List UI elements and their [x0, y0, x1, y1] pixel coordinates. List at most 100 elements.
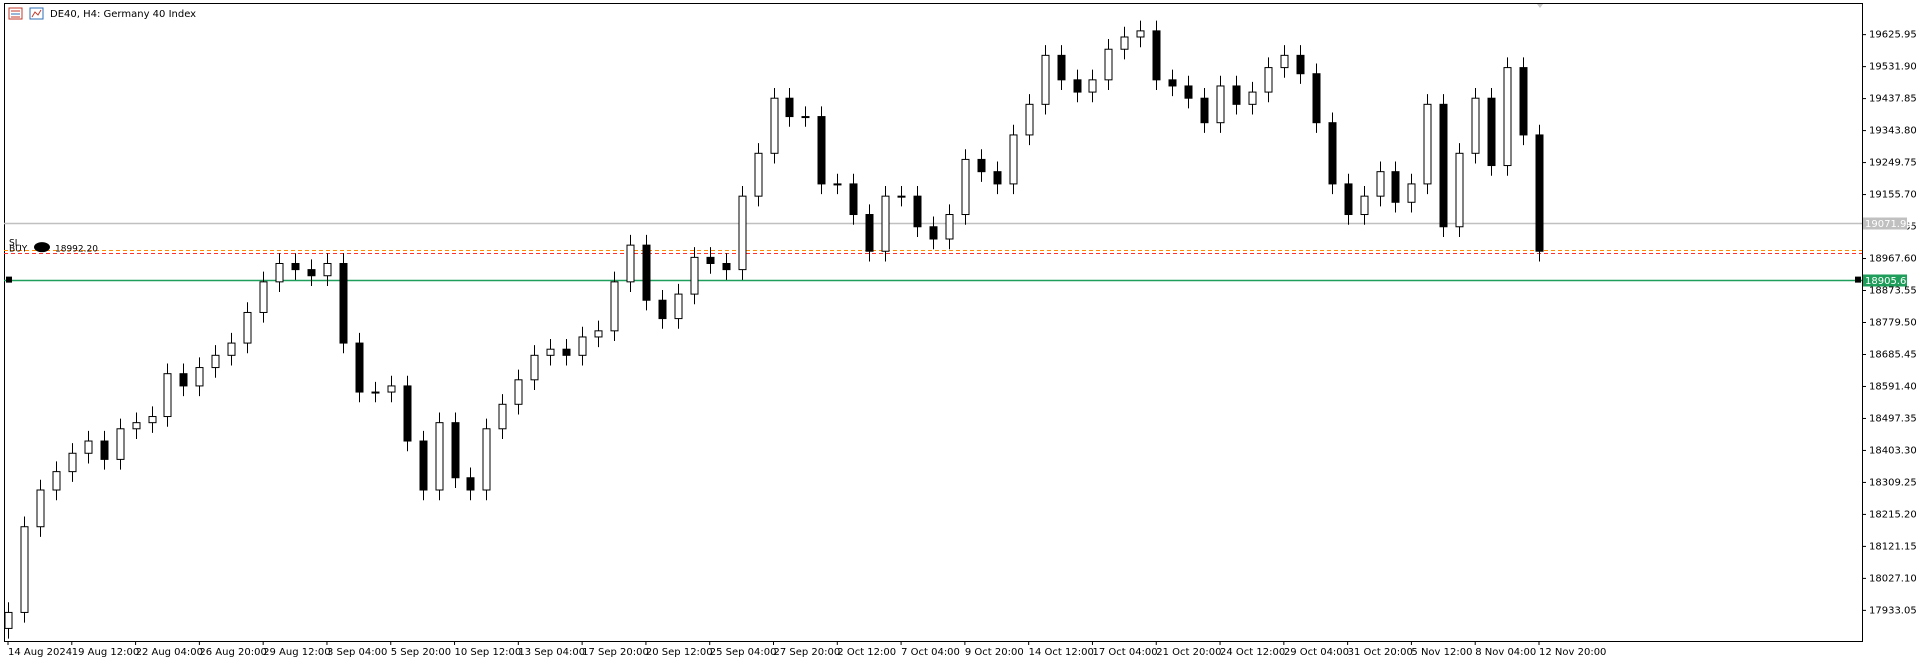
candle-body [403, 385, 412, 442]
trade-icon [34, 242, 50, 253]
x-tick-label: 25 Sep 04:00 [710, 647, 777, 658]
y-tick-label: 18591.40 [1869, 381, 1917, 392]
candle-body [594, 330, 603, 338]
y-tick-label: 18497.35 [1869, 413, 1917, 424]
x-tick-label: 13 Sep 04:00 [518, 647, 585, 658]
candle-body [1487, 97, 1496, 167]
candle-body [945, 214, 954, 240]
candle-body [849, 183, 858, 216]
candle-body [1088, 79, 1097, 93]
candle-body [722, 262, 731, 271]
y-tick-label: 18309.25 [1869, 477, 1917, 488]
x-tick-label: 17 Sep 20:00 [582, 647, 649, 658]
y-tick-label: 18779.50 [1869, 318, 1917, 329]
window-icons[interactable] [8, 7, 44, 20]
candle-body [20, 526, 29, 613]
y-tick-label: 19343.80 [1869, 126, 1917, 137]
candle-body [913, 195, 922, 228]
candle-body [36, 489, 45, 528]
candle-body [435, 422, 444, 491]
candle-body [578, 336, 587, 356]
y-tick-label: 18967.60 [1869, 254, 1917, 265]
candle-body [100, 440, 109, 460]
candle-body [179, 373, 188, 387]
candle-body [387, 385, 396, 393]
candle-body [1407, 183, 1416, 203]
candle-body [1025, 103, 1034, 136]
y-tick-label: 18027.10 [1869, 573, 1917, 584]
candle-body [291, 262, 300, 271]
candle-body [961, 158, 970, 216]
candle-body [801, 116, 810, 119]
candle-body [1423, 103, 1432, 185]
x-tick-label: 5 Nov 12:00 [1411, 647, 1472, 658]
x-tick-label: 10 Sep 12:00 [455, 647, 522, 658]
candle-body [1073, 79, 1082, 93]
candle-body [1120, 36, 1129, 50]
candle-body [323, 262, 332, 277]
candle-body [1009, 134, 1018, 185]
candle-body [1136, 30, 1145, 38]
x-tick-label: 5 Sep 20:00 [391, 647, 451, 658]
candle-body [371, 391, 380, 394]
candle-body [706, 256, 715, 264]
candle-body [1455, 152, 1464, 228]
x-tick-label: 14 Oct 12:00 [1029, 647, 1094, 658]
level-handle [1855, 276, 1861, 283]
y-tick-label: 18215.20 [1869, 509, 1917, 520]
candle-body [642, 244, 651, 301]
candle-body [1232, 85, 1241, 105]
shift-marker[interactable] [1537, 4, 1543, 8]
y-tick-label: 19155.70 [1869, 190, 1917, 201]
candle-body [195, 367, 204, 387]
y-tick-label: 17933.05 [1869, 605, 1917, 616]
price-level-label: 18905.60 [1865, 276, 1913, 287]
x-tick-label: 9 Oct 20:00 [965, 647, 1024, 658]
candle-body [466, 477, 475, 491]
candle-body [546, 348, 555, 356]
candle-body [307, 269, 316, 277]
x-tick-label: 21 Oct 20:00 [1156, 647, 1221, 658]
y-tick-label: 18685.45 [1869, 349, 1917, 360]
candle-body [817, 116, 826, 185]
candle-body [451, 422, 460, 479]
candle-body [1376, 171, 1385, 197]
candle-body [833, 183, 842, 186]
trade-side: BUY [9, 245, 28, 255]
candle-body [610, 281, 619, 332]
candle-body [259, 281, 268, 313]
candle-body [562, 348, 571, 356]
candle-body [1360, 195, 1369, 216]
icon-chart-line [31, 9, 42, 18]
candle-body [498, 403, 507, 430]
candle-body [1216, 85, 1225, 124]
candle-body [626, 244, 635, 283]
candle-body [514, 379, 523, 405]
candle-body [690, 256, 699, 295]
candle-body [355, 342, 364, 393]
candle-body [1248, 91, 1257, 105]
candle-body [1503, 67, 1512, 167]
candle-body [1535, 134, 1544, 252]
x-tick-label: 14 Aug 2024 [8, 647, 72, 658]
x-tick-label: 29 Aug 12:00 [263, 647, 330, 658]
y-tick-label: 19625.95 [1869, 30, 1917, 41]
candle-body [1200, 97, 1209, 124]
candle-body [1312, 73, 1321, 124]
candle-body [116, 428, 125, 460]
level-handle [6, 276, 12, 283]
candle-body [1104, 48, 1113, 81]
candle-body [929, 226, 938, 240]
y-tick-label: 19531.90 [1869, 62, 1917, 73]
candle-body [1280, 54, 1289, 69]
x-tick-label: 31 Oct 20:00 [1348, 647, 1413, 658]
candle-body [132, 422, 141, 430]
candle-body [1328, 122, 1337, 185]
x-tick-label: 7 Oct 04:00 [901, 647, 960, 658]
candle-body [419, 440, 428, 491]
candle-body [770, 97, 779, 154]
candle-body [4, 611, 13, 629]
candle-body [1471, 97, 1480, 154]
candle-body [275, 262, 284, 283]
